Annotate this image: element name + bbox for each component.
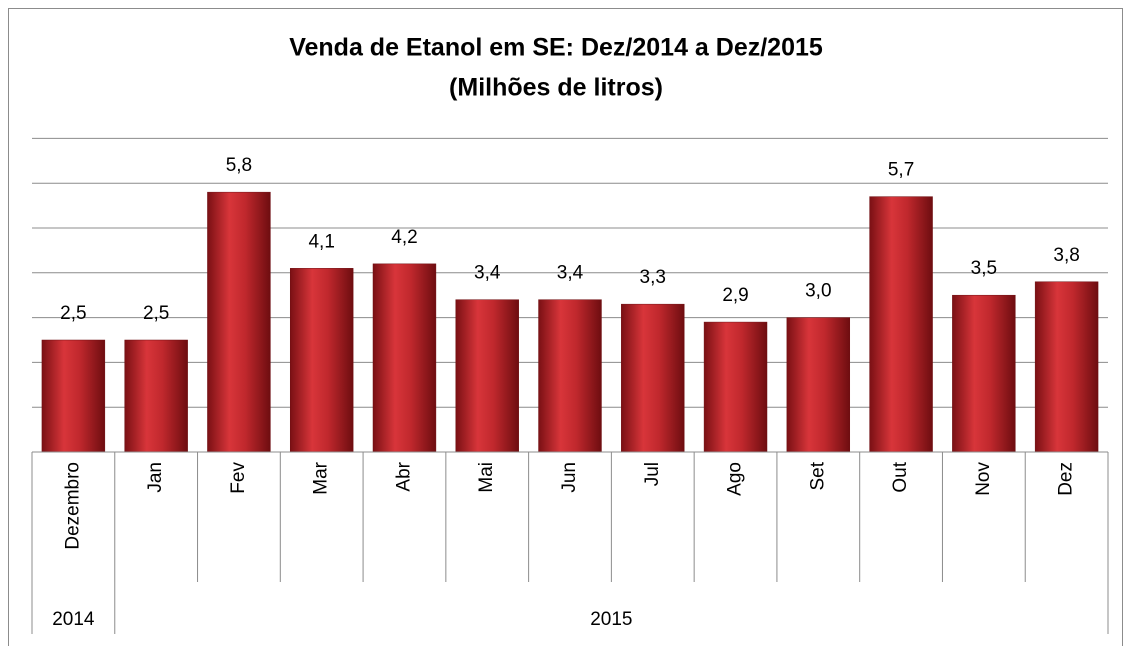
data-label: 4,2 (391, 227, 417, 248)
data-label: 3,3 (640, 267, 666, 288)
data-label: 4,1 (308, 231, 334, 252)
bar (703, 321, 768, 453)
x-tick-label: Set (807, 461, 828, 490)
bar (455, 299, 519, 453)
bar (289, 268, 354, 453)
chart-subtitle: (Milhões de litros) (449, 74, 663, 102)
x-tick-label: Mar (311, 461, 332, 494)
x-tick-label: Mai (476, 462, 497, 493)
data-label: 3,0 (805, 281, 831, 302)
data-label: 2,5 (143, 303, 169, 324)
x-tick-label: Abr (393, 461, 414, 491)
bar (207, 191, 271, 453)
group-label: 2015 (590, 609, 632, 630)
x-tick-label: Dez (1056, 462, 1077, 496)
bar (124, 339, 188, 453)
x-tick-label: Dezembro (62, 462, 83, 550)
x-tick-label: Jun (559, 462, 580, 493)
chart-title: Venda de Etanol em SE: Dez/2014 a Dez/20… (289, 34, 823, 62)
bar (786, 317, 851, 453)
data-label: 2,9 (722, 285, 748, 306)
x-tick-label: Ago (725, 462, 746, 496)
data-label: 3,8 (1053, 245, 1079, 266)
group-label: 2014 (52, 609, 95, 630)
bar (1034, 281, 1099, 453)
data-label: 5,8 (226, 155, 252, 176)
bar (41, 339, 106, 453)
bar (372, 263, 437, 453)
x-tick-label: Jan (145, 462, 166, 493)
data-label: 2,5 (60, 303, 86, 324)
bar (538, 299, 602, 453)
x-tick-label: Out (890, 461, 911, 492)
data-label: 5,7 (888, 160, 914, 181)
x-tick-label: Jul (642, 462, 663, 486)
data-label: 3,5 (971, 258, 997, 279)
bar (869, 196, 933, 453)
x-tick-label: Nov (973, 462, 994, 496)
x-tick-label: Fev (228, 462, 249, 494)
data-label: 3,4 (557, 263, 584, 284)
bar (621, 303, 685, 453)
data-label: 3,4 (474, 263, 501, 284)
bar (952, 294, 1016, 453)
